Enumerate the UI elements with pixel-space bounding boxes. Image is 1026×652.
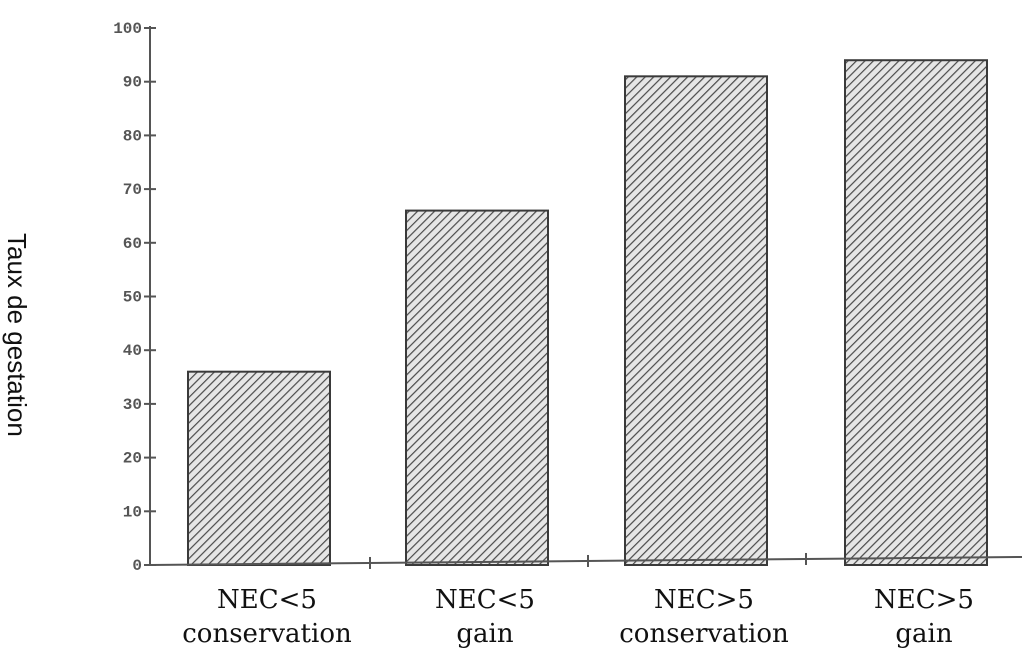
bars	[187, 59, 988, 567]
y-tick-label: 40	[123, 342, 142, 360]
y-tick-label: 90	[123, 74, 142, 92]
bar-2	[405, 209, 549, 567]
y-tick-label: 30	[123, 396, 142, 414]
x-tick-label: NEC<5 conservation	[182, 585, 352, 649]
x-tick-label: NEC>5 conservation	[619, 585, 789, 649]
y-axis-label: Taux de gestation	[2, 233, 32, 437]
y-tick-label: 100	[113, 20, 142, 38]
bar-1	[187, 370, 331, 566]
y-tick-label: 60	[123, 235, 142, 253]
y-tick-label: 70	[123, 181, 142, 199]
y-tick-label: 20	[123, 450, 142, 468]
x-axis-line	[149, 556, 1023, 566]
y-tick-label: 80	[123, 127, 142, 145]
bar-4	[844, 59, 988, 566]
axes: 0 10 20 30 40 50 60 70 80 90 100	[113, 20, 1023, 575]
y-tick-label: 0	[132, 557, 142, 575]
x-tick-label: NEC<5 gain	[435, 585, 535, 649]
bar-3	[624, 75, 768, 567]
y-tick-label: 10	[123, 503, 142, 521]
y-tick-label: 50	[123, 289, 142, 307]
x-tick-label: NEC>5 gain	[874, 585, 974, 649]
